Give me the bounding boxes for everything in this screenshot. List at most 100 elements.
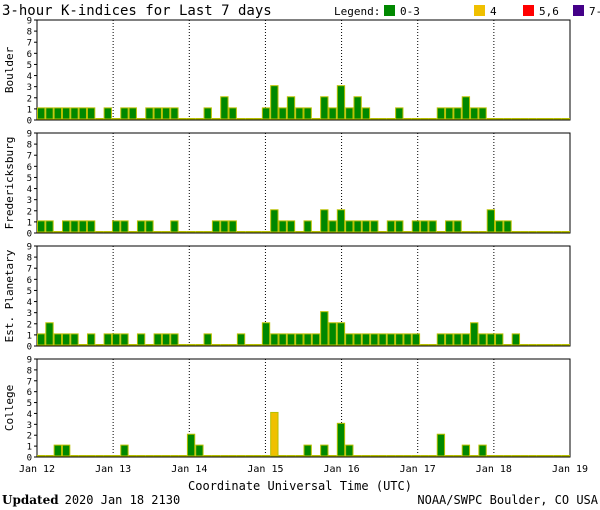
k-index-bar xyxy=(145,344,154,346)
k-index-bar xyxy=(528,118,537,120)
k-index-bar xyxy=(78,455,87,457)
legend-item-label: 4 xyxy=(490,5,497,18)
k-index-bar xyxy=(411,220,421,233)
k-index-bar xyxy=(345,220,354,233)
k-index-bar xyxy=(303,444,312,457)
panel-frame xyxy=(36,358,571,458)
k-index-bar xyxy=(228,220,237,233)
k-index-bar xyxy=(370,118,379,120)
k-index-bar xyxy=(461,96,471,120)
k-index-bar xyxy=(445,455,454,457)
k-index-bar xyxy=(311,118,321,120)
k-index-bar xyxy=(170,455,179,457)
legend-item-label: 5,6 xyxy=(539,5,559,18)
y-tick-label: 5 xyxy=(27,399,32,409)
k-index-bar xyxy=(378,118,387,120)
k-index-bar xyxy=(520,231,529,233)
k-index-bar xyxy=(370,333,379,346)
k-index-bar xyxy=(195,444,204,457)
k-index-bar xyxy=(178,231,187,233)
k-index-bar xyxy=(278,107,287,120)
x-tick-label: Jan 15 xyxy=(247,464,283,475)
k-index-bar xyxy=(386,118,396,120)
legend-swatch xyxy=(523,5,534,16)
k-index-bar xyxy=(420,118,429,120)
k-index-bar xyxy=(478,444,487,457)
k-index-bar xyxy=(320,209,329,233)
k-index-bar xyxy=(461,444,471,457)
k-index-bar xyxy=(261,455,271,457)
k-index-bar xyxy=(220,455,229,457)
k-index-bar xyxy=(336,85,346,120)
k-index-bar xyxy=(378,333,387,346)
k-index-bar xyxy=(286,455,296,457)
k-index-bar xyxy=(561,344,570,346)
k-index-bar xyxy=(86,333,96,346)
k-index-bar xyxy=(95,118,104,120)
k-index-bar xyxy=(211,220,221,233)
y-tick-label: 0 xyxy=(27,117,32,127)
y-tick-label: 2 xyxy=(27,94,32,104)
k-index-bar xyxy=(436,433,446,457)
y-tick-label: 1 xyxy=(27,331,32,341)
panel-frame xyxy=(36,132,571,234)
k-index-bar xyxy=(220,220,229,233)
k-index-bar xyxy=(411,455,421,457)
k-index-bar xyxy=(295,455,304,457)
k-index-bar xyxy=(195,118,204,120)
footer-updated-label: Updated xyxy=(2,493,59,507)
k-index-bar xyxy=(53,333,62,346)
k-index-bar xyxy=(136,220,146,233)
k-index-bar xyxy=(553,118,562,120)
k-index-bar xyxy=(53,231,62,233)
legend: 0-3 4 5,6 7-9 xyxy=(384,5,600,18)
k-index-bar xyxy=(470,455,479,457)
k-index-bar xyxy=(511,333,521,346)
y-tick-label: 9 xyxy=(27,243,32,253)
k-index-bar xyxy=(520,344,529,346)
k-index-bar xyxy=(411,333,421,346)
y-tick-label: 6 xyxy=(27,388,32,398)
footer-credit: NOAA/SWPC Boulder, CO USA xyxy=(417,493,598,507)
k-index-bar xyxy=(403,455,412,457)
k-index-bar xyxy=(170,220,179,233)
k-index-bar xyxy=(453,220,462,233)
y-tick-label: 3 xyxy=(27,196,32,206)
k-index-bar xyxy=(61,444,71,457)
k-index-bar xyxy=(261,107,271,120)
k-index-bar xyxy=(253,118,262,120)
k-index-bar xyxy=(378,455,387,457)
k-index-bar xyxy=(86,220,96,233)
k-index-bar xyxy=(445,107,454,120)
k-index-bar xyxy=(270,209,279,233)
k-index-bar xyxy=(370,220,379,233)
k-index-bar xyxy=(295,231,304,233)
k-index-bar xyxy=(328,322,337,346)
chart-title: 3-hour K-indices for Last 7 days xyxy=(2,3,272,19)
k-index-bar xyxy=(186,231,196,233)
k-index-bar xyxy=(303,333,312,346)
k-index-bar xyxy=(311,455,321,457)
k-index-bar xyxy=(545,344,554,346)
y-tick-label: 1 xyxy=(27,105,32,115)
k-index-bar xyxy=(545,118,554,120)
k-index-bar xyxy=(486,455,496,457)
k-index-bar xyxy=(353,96,362,120)
k-index-bar xyxy=(320,444,329,457)
footer-updated: Updated 2020 Jan 18 2130 xyxy=(2,493,180,507)
k-index-bar xyxy=(545,455,554,457)
k-index-bar xyxy=(520,118,529,120)
y-tick-label: 7 xyxy=(27,39,32,49)
k-index-bar xyxy=(428,118,437,120)
k-index-bar xyxy=(45,220,54,233)
k-index-bar xyxy=(353,455,362,457)
y-tick-label: 1 xyxy=(27,218,32,228)
k-index-bar xyxy=(478,333,487,346)
k-index-bar xyxy=(95,231,104,233)
k-index-bar xyxy=(436,333,446,346)
k-index-bar xyxy=(428,344,437,346)
k-index-bar xyxy=(536,455,546,457)
k-index-bar xyxy=(286,220,296,233)
y-tick-label: 9 xyxy=(27,130,32,140)
